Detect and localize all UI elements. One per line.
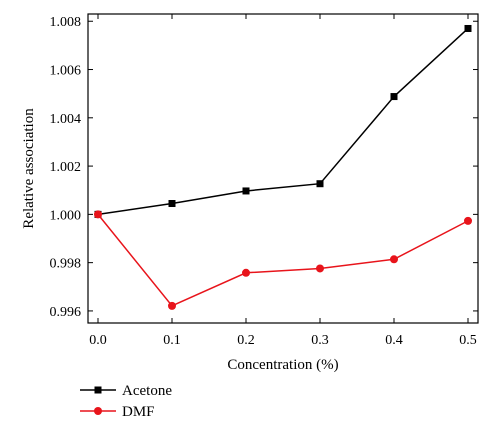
- data-point-dmf: [464, 216, 472, 225]
- legend-acetone-marker: [94, 386, 102, 394]
- data-point-dmf: [242, 268, 250, 277]
- y-tick-label: 1.006: [50, 64, 82, 79]
- data-point-dmf: [316, 264, 324, 273]
- x-axis-title: Concentration (%): [227, 357, 338, 373]
- plot-frame: [87, 13, 479, 324]
- legend-dmf-label: DMF: [122, 404, 155, 420]
- data-point-acetone: [168, 200, 176, 208]
- x-tick-label: 0.3: [311, 333, 329, 348]
- legend-item-dmf: DMF: [80, 404, 155, 420]
- y-tick-label: 0.998: [50, 257, 82, 272]
- x-tick-label: 0.2: [237, 333, 255, 348]
- legend-dmf-marker: [94, 407, 102, 415]
- y-tick-label: 0.996: [50, 305, 82, 320]
- y-axis-ticks: 0.996 0.998 1.000 1.002 1.004 1.006 1.008: [50, 15, 478, 320]
- data-point-acetone: [242, 187, 250, 195]
- data-point-acetone: [316, 180, 324, 188]
- data-point-acetone: [464, 24, 472, 32]
- data-point-dmf: [390, 255, 398, 264]
- x-axis-ticks: 0.0 0.1 0.2 0.3 0.4 0.5: [89, 14, 477, 348]
- y-tick-label: 1.002: [50, 160, 82, 175]
- legend-item-acetone: Acetone: [80, 383, 172, 399]
- legend: Acetone DMF: [80, 383, 172, 420]
- y-tick-label: 1.000: [50, 208, 82, 223]
- y-tick-label: 1.004: [50, 112, 82, 127]
- series-line-acetone: [97, 27, 469, 216]
- x-tick-label: 0.0: [89, 333, 107, 348]
- y-tick-label: 1.008: [50, 15, 82, 30]
- x-tick-label: 0.4: [385, 333, 403, 348]
- data-point-dmf: [94, 210, 102, 219]
- series-layer: [94, 24, 472, 310]
- data-point-dmf: [168, 301, 176, 310]
- legend-acetone-label: Acetone: [122, 383, 172, 399]
- x-tick-label: 0.5: [459, 333, 477, 348]
- x-tick-label: 0.1: [163, 333, 181, 348]
- data-point-acetone: [390, 93, 398, 101]
- y-axis-title: Relative association: [21, 108, 37, 229]
- series-line-dmf: [97, 213, 469, 307]
- plot-border: [87, 13, 479, 324]
